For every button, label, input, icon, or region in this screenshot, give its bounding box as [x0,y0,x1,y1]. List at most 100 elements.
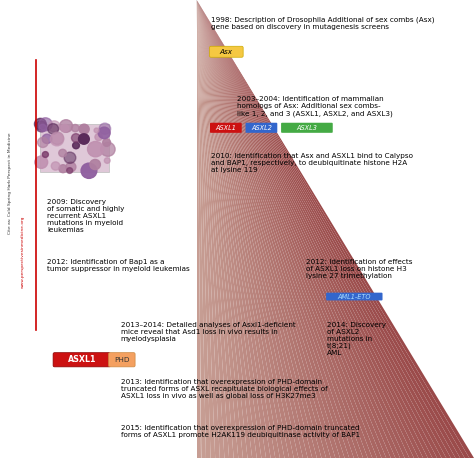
Circle shape [51,162,60,170]
Polygon shape [197,0,234,458]
Polygon shape [197,0,275,458]
Polygon shape [197,0,400,458]
Text: Asx: Asx [220,49,233,55]
Polygon shape [197,0,372,458]
Polygon shape [197,0,391,458]
FancyBboxPatch shape [326,293,383,300]
Polygon shape [197,0,382,458]
Polygon shape [197,0,331,458]
Polygon shape [197,0,299,458]
Circle shape [64,152,76,164]
Circle shape [99,123,110,134]
Polygon shape [197,0,308,458]
Polygon shape [197,0,423,458]
Polygon shape [197,0,257,458]
Polygon shape [197,0,354,458]
Polygon shape [197,0,247,458]
Polygon shape [197,0,419,458]
FancyBboxPatch shape [210,46,243,57]
Text: Cite as: Cold Spring Harb Perspect in Medicine: Cite as: Cold Spring Harb Perspect in Me… [9,132,12,234]
Polygon shape [197,0,271,458]
Polygon shape [197,0,414,458]
Polygon shape [197,0,312,458]
Polygon shape [197,0,386,458]
Text: ASXL1: ASXL1 [215,125,237,131]
FancyBboxPatch shape [53,353,110,367]
Text: AML1-ETO: AML1-ETO [337,294,371,300]
Polygon shape [197,0,474,458]
Polygon shape [197,0,210,458]
FancyBboxPatch shape [40,124,109,172]
Circle shape [79,134,89,144]
Polygon shape [197,0,326,458]
Polygon shape [197,0,358,458]
Polygon shape [197,0,224,458]
Circle shape [60,120,73,132]
Text: ASXL2: ASXL2 [251,125,272,131]
Polygon shape [197,0,409,458]
FancyBboxPatch shape [246,123,277,133]
Circle shape [72,134,81,142]
Polygon shape [197,0,252,458]
Text: 2009: Discovery
of somatic and highly
recurrent ASXL1
mutations in myeloid
leuke: 2009: Discovery of somatic and highly re… [47,199,125,233]
Text: www.perspectivesinmedicine.org: www.perspectivesinmedicine.org [21,216,25,288]
Polygon shape [197,0,317,458]
Circle shape [39,124,46,132]
Text: 2003–2004: Identification of mammalian
homologs of Asx: Additional sex combs-
li: 2003–2004: Identification of mammalian h… [237,96,393,117]
Circle shape [67,168,73,174]
Polygon shape [197,0,238,458]
Circle shape [72,125,79,132]
Text: 1998: Description of Drosophila Additional of sex combs (Asx)
gene based on disc: 1998: Description of Drosophila Addition… [211,16,435,29]
Polygon shape [197,0,451,458]
Polygon shape [197,0,437,458]
Polygon shape [197,0,215,458]
Text: 2010: Identification that Asx and ASXL1 bind to Calypso
and BAP1, respectively, : 2010: Identification that Asx and ASXL1 … [211,153,413,174]
Polygon shape [197,0,432,458]
Circle shape [59,149,66,157]
Polygon shape [197,0,280,458]
Polygon shape [197,0,201,458]
Polygon shape [197,0,294,458]
Polygon shape [197,0,303,458]
Circle shape [59,165,67,173]
Polygon shape [197,0,206,458]
Polygon shape [197,0,460,458]
Polygon shape [197,0,368,458]
Circle shape [35,156,48,169]
Circle shape [42,134,52,143]
Polygon shape [197,0,220,458]
Circle shape [103,139,110,147]
Circle shape [98,127,110,139]
Circle shape [94,128,99,133]
Polygon shape [197,0,229,458]
Text: 2013: Identification that overexpression of PHD-domain
truncated forms of ASXL r: 2013: Identification that overexpression… [121,379,328,399]
Circle shape [36,121,47,132]
Circle shape [81,163,97,178]
Circle shape [48,124,59,134]
Polygon shape [197,0,377,458]
Circle shape [61,125,69,132]
Circle shape [90,159,100,169]
Circle shape [104,158,110,164]
Text: 2015: Identification that overexpression of PHD-domain truncated
forms of ASXL1 : 2015: Identification that overexpression… [121,425,360,437]
FancyBboxPatch shape [109,353,135,367]
Polygon shape [197,0,442,458]
Polygon shape [197,0,363,458]
Text: ASXL3: ASXL3 [296,125,318,131]
Circle shape [79,124,89,134]
Circle shape [42,152,48,158]
Polygon shape [197,0,289,458]
Polygon shape [197,0,336,458]
Polygon shape [197,0,395,458]
Circle shape [48,121,60,132]
Circle shape [88,142,103,157]
Polygon shape [197,0,405,458]
Polygon shape [197,0,469,458]
Polygon shape [197,0,262,458]
FancyBboxPatch shape [281,123,333,133]
Circle shape [100,142,115,156]
Polygon shape [197,0,243,458]
Circle shape [50,133,64,146]
Circle shape [51,132,64,144]
Polygon shape [197,0,266,458]
